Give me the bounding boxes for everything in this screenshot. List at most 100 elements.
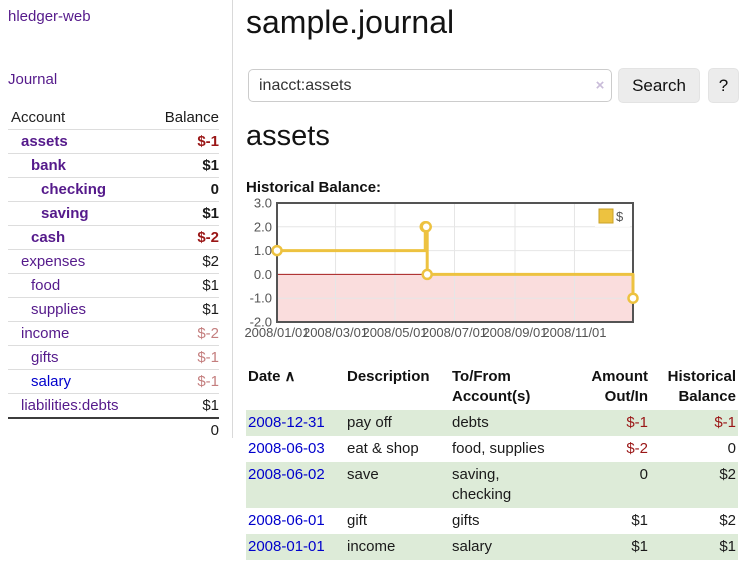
historical-balance-chart[interactable]: $3.0 2.0 1.0 0.0 -1.0 -2.02008/01/012008/03/0…: [240, 198, 680, 348]
sidebar-account-link-salary[interactable]: salary: [31, 373, 72, 390]
sidebar-account-link-income[interactable]: income: [21, 325, 70, 342]
sidebar-account-row: checking 0: [8, 178, 219, 202]
transaction-date-link[interactable]: 2008-12-31: [248, 414, 325, 431]
transaction-amount: 0: [639, 466, 648, 483]
page-title: sample.journal: [246, 4, 455, 40]
sidebar-account-row: assets $-1: [8, 130, 219, 154]
nav-journal-link[interactable]: Journal: [8, 71, 58, 88]
transaction-date-link[interactable]: 2008-06-02: [248, 466, 325, 483]
svg-text:0.0: 0.0: [254, 267, 272, 282]
date-column-header[interactable]: Date ∧: [248, 368, 296, 385]
account-balance: $-2: [197, 325, 219, 342]
sidebar-account-link-assets[interactable]: assets: [21, 133, 68, 150]
svg-text:2008/01/01: 2008/01/01: [244, 325, 309, 340]
svg-text:2008/03/01: 2008/03/01: [303, 325, 368, 340]
total-balance: 0: [210, 422, 219, 439]
sidebar-account-link-expenses[interactable]: expenses: [21, 253, 86, 270]
sidebar-account-link-checking[interactable]: checking: [41, 181, 107, 198]
search-help-button[interactable]: ?: [708, 68, 739, 103]
svg-text:2008/11/01: 2008/11/01: [542, 325, 606, 340]
sidebar-account-row: cash $-2: [8, 226, 219, 250]
sidebar-account-row: bank $1: [8, 154, 219, 178]
account-balance: $1: [202, 397, 219, 414]
description-column-header: Description: [347, 368, 430, 385]
transaction-description: income: [347, 538, 396, 555]
account-balance: $1: [202, 277, 219, 294]
sidebar-account-link-food[interactable]: food: [31, 277, 61, 294]
svg-text:-2.0: -2.0: [250, 315, 272, 330]
register-header-row: Date ∧ Description To/From Account(s) Amo…: [246, 364, 738, 410]
account-balance: $2: [202, 253, 219, 270]
transaction-date-link[interactable]: 2008-06-01: [248, 512, 325, 529]
app-brand-link[interactable]: hledger-web: [8, 8, 91, 25]
transaction-description: gift: [347, 512, 368, 529]
transaction-date-link[interactable]: 2008-01-01: [248, 538, 325, 555]
transaction-description: save: [347, 466, 379, 483]
svg-text:1.0: 1.0: [254, 243, 272, 258]
transaction-accounts: salary: [452, 538, 493, 555]
sidebar-divider: [232, 0, 233, 438]
sidebar-total-row: 0: [8, 417, 219, 442]
sidebar-account-link-cash[interactable]: cash: [31, 229, 66, 246]
sidebar-account-row: liabilities:debts $1: [8, 394, 219, 417]
register-row: 2008-06-01 gift gifts $1 $2: [246, 508, 738, 534]
sidebar-account-link-saving[interactable]: saving: [41, 205, 89, 222]
register-row: 2008-06-02 save saving, checking 0 $2: [246, 462, 738, 508]
transaction-accounts: food, supplies: [452, 440, 545, 457]
transaction-balance: $2: [719, 512, 736, 529]
transaction-balance: $-1: [714, 414, 736, 431]
account-balance: $1: [202, 301, 219, 318]
search-input[interactable]: [248, 69, 612, 102]
transaction-date-link[interactable]: 2008-06-03: [248, 440, 325, 457]
sidebar-account-link-supplies[interactable]: supplies: [31, 301, 87, 318]
chart-heading: Historical Balance:: [246, 179, 382, 196]
account-balance: 0: [210, 181, 219, 198]
svg-text:$: $: [616, 209, 624, 224]
account-balance: $1: [202, 157, 219, 174]
account-column-header: Account: [11, 109, 66, 126]
search-button[interactable]: Search: [618, 68, 700, 103]
accounts-column-header: To/From Account(s): [452, 368, 531, 405]
sidebar-account-link-liabilities-debts[interactable]: liabilities:debts: [21, 397, 119, 414]
amount-column-header: Amount Out/In: [591, 368, 648, 405]
sidebar-account-link-gifts[interactable]: gifts: [31, 349, 59, 366]
register-row: 2008-06-03 eat & shop food, supplies $-2…: [246, 436, 738, 462]
transaction-accounts: gifts: [452, 512, 480, 529]
transaction-accounts: debts: [452, 414, 489, 431]
svg-text:-1.0: -1.0: [250, 291, 272, 306]
transaction-amount: $1: [631, 512, 648, 529]
sidebar-account-link-bank[interactable]: bank: [31, 157, 67, 174]
sidebar-account-row: food $1: [8, 274, 219, 298]
balance-column-header: Historical Balance: [667, 368, 736, 405]
transaction-amount: $-2: [626, 440, 648, 457]
transaction-amount: $1: [631, 538, 648, 555]
register-table: Date ∧ Description To/From Account(s) Amo…: [246, 364, 738, 560]
sidebar-accounts-table: Account Balance assets $-1 bank $1 check…: [8, 106, 219, 442]
sidebar-account-row: gifts $-1: [8, 346, 219, 370]
balance-column-header: Balance: [164, 109, 219, 126]
sidebar-account-row: income $-2: [8, 322, 219, 346]
sidebar-account-row: expenses $2: [8, 250, 219, 274]
sidebar-account-row: supplies $1: [8, 298, 219, 322]
account-balance: $-1: [197, 349, 219, 366]
svg-text:2008/05/01: 2008/05/01: [362, 325, 427, 340]
sidebar-account-row: salary $-1: [8, 370, 219, 394]
svg-text:2.0: 2.0: [254, 219, 272, 234]
account-balance: $-1: [197, 373, 219, 390]
account-balance: $-1: [197, 133, 219, 150]
transaction-balance: $2: [719, 466, 736, 483]
transaction-balance: $1: [719, 538, 736, 555]
transaction-accounts: saving, checking: [452, 466, 512, 503]
register-row: 2008-01-01 income salary $1 $1: [246, 534, 738, 560]
transaction-amount: $-1: [626, 414, 648, 431]
svg-text:3.0: 3.0: [254, 198, 272, 211]
transaction-balance: 0: [727, 440, 736, 457]
search-clear-icon[interactable]: ×: [595, 77, 605, 94]
account-heading: assets: [246, 120, 330, 152]
sidebar-account-row: saving $1: [8, 202, 219, 226]
transaction-description: pay off: [347, 414, 392, 431]
register-row: 2008-12-31 pay off debts $-1 $-1: [246, 410, 738, 436]
svg-text:2008/09/01: 2008/09/01: [482, 325, 547, 340]
sort-ascending-icon: ∧: [284, 368, 296, 385]
